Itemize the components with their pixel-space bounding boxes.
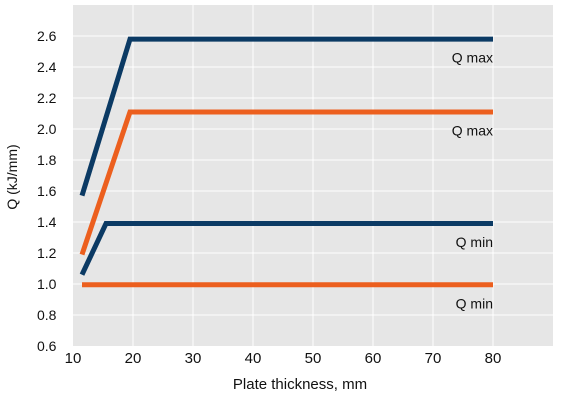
y-tick-label: 0.6: [37, 338, 57, 354]
x-tick-label: 70: [425, 350, 442, 367]
series-labels: Q max Q max Q min Q min: [452, 50, 493, 312]
x-tick-label: 10: [65, 350, 82, 367]
y-tick-label: 1.4: [37, 214, 57, 230]
x-tick-label: 50: [305, 350, 322, 367]
y-tick-label: 2.4: [37, 59, 57, 75]
series-line-3: [79, 221, 493, 276]
series-line-2: [79, 109, 493, 256]
axis-ticks: 10 20 30 40 50 60 70 80 0.6 0.8 1.0 1.2 1.4 1.6 1.8 2.0…: [37, 28, 501, 367]
series-label-4: Q min: [456, 295, 493, 311]
x-tick-label: 60: [365, 350, 382, 367]
x-tick-label: 40: [245, 350, 262, 367]
y-tick-label: 1.6: [37, 183, 57, 199]
x-axis-title: Plate thickness, mm: [233, 376, 367, 393]
y-tick-label: 1.0: [37, 276, 57, 292]
series-layer: [79, 36, 493, 288]
series-line-1: [79, 36, 493, 197]
y-tick-label: 2.0: [37, 121, 57, 137]
y-tick-label: 1.2: [37, 245, 57, 261]
series-label-1: Q max: [452, 50, 493, 66]
y-tick-label: 1.8: [37, 152, 57, 168]
y-tick-label: 2.2: [37, 90, 57, 106]
x-tick-label: 30: [185, 350, 202, 367]
x-tick-label: 20: [125, 350, 142, 367]
y-axis-title: Q (kJ/mm): [4, 144, 20, 209]
y-tick-label: 2.6: [37, 28, 57, 44]
series-label-2: Q max: [452, 123, 493, 139]
x-tick-label: 80: [485, 350, 502, 367]
y-tick-label: 0.8: [37, 307, 57, 323]
series-label-3: Q min: [456, 234, 493, 250]
